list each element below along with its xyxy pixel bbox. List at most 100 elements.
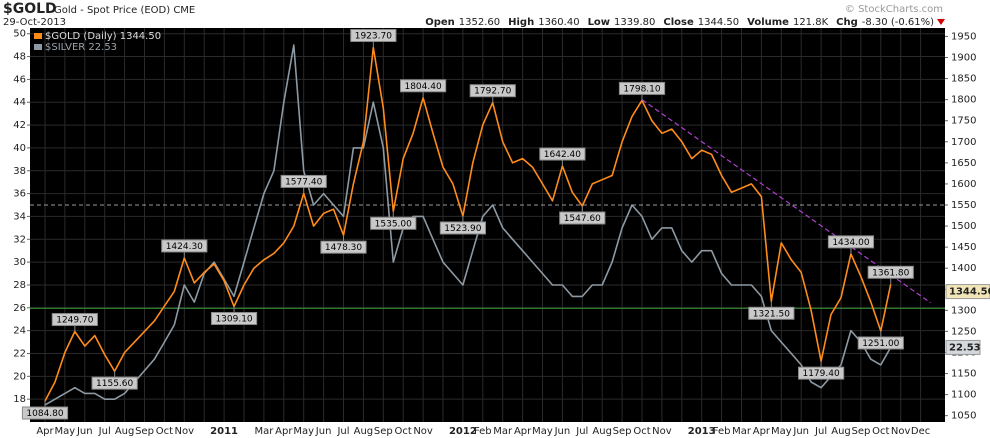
x-tick-label: Sep [613, 426, 632, 437]
x-tick-label: Apr [514, 426, 532, 437]
x-tick-label: 2011 [210, 426, 238, 437]
y2-tick-label: 22 [13, 348, 26, 359]
y-tick-label: 1250 [951, 326, 976, 337]
annotation-box [439, 221, 486, 235]
x-tick-label: Dec [911, 426, 930, 437]
quote-value: 1344.50 [698, 17, 739, 28]
x-tick-label: Apr [753, 426, 771, 437]
x-tick-label: Aug [831, 426, 851, 437]
y2-tick-label: 26 [13, 303, 26, 314]
quote-label: High [508, 17, 534, 28]
x-tick-label: May [293, 426, 314, 437]
x-tick-label: Jul [98, 426, 111, 437]
annotation: 1434.00 [832, 238, 869, 248]
quote-value: 1352.60 [459, 17, 500, 28]
x-tick-label: Oct [395, 426, 412, 437]
y2-tick-label: 32 [13, 234, 26, 245]
y2-tick-label: 50 [13, 29, 26, 40]
price-tag-label: 22.53 [949, 342, 981, 353]
x-tick-label: Aug [115, 426, 135, 437]
annotation: 1155.60 [96, 379, 133, 389]
y2-tick-label: 46 [13, 74, 26, 85]
x-tick-label: Sep [135, 426, 154, 437]
annotation: 1577.40 [285, 177, 322, 187]
y-tick-label: 1450 [951, 242, 976, 253]
quote-value: 1360.40 [538, 17, 579, 28]
x-tick-label: Aug [592, 426, 612, 437]
annotation-box [21, 406, 69, 420]
y-tick-label: 1500 [951, 221, 976, 232]
y-tick-label: 1750 [951, 116, 976, 127]
annotation-box [618, 81, 666, 95]
y2-tick-label: 28 [13, 280, 26, 291]
x-tick-label: Apr [275, 426, 293, 437]
x-tick-label: May [771, 426, 792, 437]
quote-label: Close [663, 17, 694, 28]
x-tick-label: May [55, 426, 76, 437]
y-tick-label: 1050 [951, 411, 976, 422]
y2-tick-label: 18 [13, 394, 26, 405]
quote-value: 121.8K [793, 17, 829, 28]
annotation-box [161, 239, 208, 253]
price-tag-label: 1344.50 [949, 287, 990, 298]
x-tick-label: Jun [76, 426, 93, 437]
x-tick-label: Mar [254, 426, 274, 437]
annotation-box [827, 235, 875, 249]
annotation: 1535.00 [375, 219, 412, 229]
watermark: © StockCharts.com [845, 4, 943, 15]
x-tick-label: Jun [554, 426, 571, 437]
annotation-box [798, 366, 845, 380]
annotation-box [400, 79, 447, 93]
quote-value: 1339.80 [614, 17, 655, 28]
annotation: 1804.40 [404, 82, 441, 92]
quote-label: Low [588, 17, 610, 28]
x-tick-label: Jul [814, 426, 827, 437]
annotation-box [91, 376, 138, 390]
annotation: 1249.70 [56, 316, 93, 326]
x-tick-label: 2013 [688, 426, 716, 437]
y2-tick-label: 40 [13, 143, 26, 154]
annotation: 1792.70 [474, 87, 511, 97]
quote-label: Volume [747, 17, 789, 28]
annotation: 1309.10 [215, 314, 252, 324]
x-tick-label: Feb [474, 426, 492, 437]
quote: Open 1352.60 High 1360.40 Low 1339.80 Close 134… [425, 17, 934, 28]
annotation: 1179.40 [802, 369, 839, 379]
x-tick-label: Nov [413, 426, 433, 437]
legend-label: $SILVER 22.53 [45, 42, 117, 53]
quote-value: -8.30 (-0.61%) [862, 17, 934, 28]
annotation-box [350, 29, 397, 43]
x-tick-label: Nov [175, 426, 195, 437]
annotation-box [370, 216, 417, 230]
x-tick-label: 2012 [449, 426, 477, 437]
annotation: 1547.60 [564, 214, 601, 224]
annotation-box [280, 174, 327, 188]
y2-tick-label: 38 [13, 166, 26, 177]
x-tick-label: May [532, 426, 553, 437]
y2-tick-label: 34 [13, 211, 26, 222]
annotation-box [559, 211, 606, 225]
annotation-box [857, 336, 904, 350]
annotation-box [469, 84, 516, 98]
chart-title: $GOLD [3, 1, 57, 17]
y-tick-label: 1700 [951, 137, 976, 148]
date: 29-Oct-2013 [3, 17, 66, 28]
annotation: 1084.80 [26, 409, 63, 419]
annotation: 1321.50 [753, 309, 790, 319]
y-tick-label: 1400 [951, 263, 976, 274]
y-tick-label: 1100 [951, 390, 976, 401]
annotation: 1361.80 [872, 268, 909, 278]
annotation: 1424.30 [166, 242, 203, 252]
chart-subtitle: Gold - Spot Price (EOD) CME [54, 5, 195, 16]
x-tick-label: Jul [575, 426, 588, 437]
x-tick-label: Oct [872, 426, 889, 437]
x-tick-label: Aug [354, 426, 374, 437]
y2-tick-label: 30 [13, 257, 26, 268]
x-tick-label: Oct [633, 426, 650, 437]
legend-swatch [34, 33, 42, 39]
y2-tick-label: 48 [13, 52, 26, 63]
quote-label: Open [425, 17, 455, 28]
annotation-box [51, 313, 98, 327]
x-tick-label: Jun [315, 426, 332, 437]
annotation: 1523.90 [444, 224, 481, 234]
